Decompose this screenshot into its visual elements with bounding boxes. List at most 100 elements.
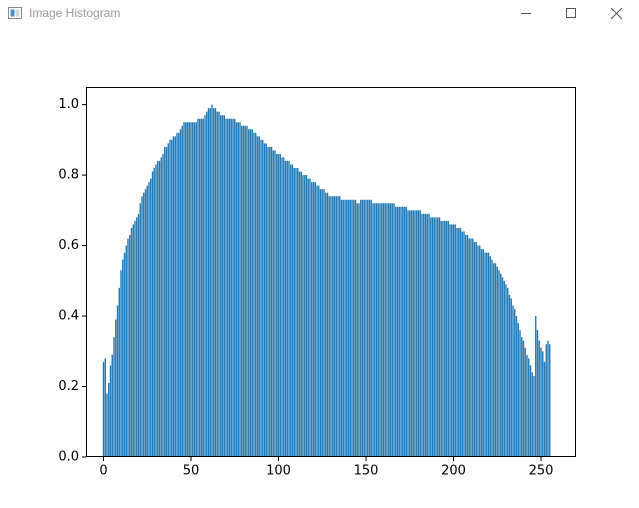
bar [234,118,236,457]
bar [458,227,460,457]
bar [337,196,339,457]
bar [136,217,138,457]
bar [463,231,465,457]
bar [344,199,346,457]
bar [206,111,208,458]
bar [442,220,444,457]
x-tick-label: 250 [529,464,554,479]
bar [447,220,449,457]
bar [125,245,127,457]
bar [122,259,124,457]
bar [398,206,400,457]
bar [479,245,481,457]
bar [109,365,112,457]
minimize-button[interactable] [503,0,548,28]
bar [409,210,411,457]
bar [325,192,327,457]
bar [230,118,232,457]
close-button[interactable] [593,0,639,28]
maximize-button[interactable] [548,0,593,28]
bar [500,273,502,457]
bar [486,252,488,457]
bar [116,305,119,457]
x-tick-label: 150 [354,464,379,479]
bar [510,298,512,457]
bar [384,203,386,457]
bar [258,136,260,458]
bar [354,199,357,457]
axes-frame [86,87,576,457]
bar [538,340,540,457]
bar [248,129,250,458]
bar [419,210,421,457]
bar [174,136,176,458]
bar [106,393,108,457]
bar [108,383,110,457]
bar [242,125,245,457]
bar [335,196,337,457]
bar [291,164,294,457]
bar [241,125,243,457]
bar [549,344,551,457]
bar [129,235,131,457]
bar [498,270,500,457]
bar [260,139,262,457]
bar [528,358,530,457]
bar [435,217,437,457]
bar [472,238,474,457]
bar [253,132,255,458]
bar [104,358,106,457]
bar [423,213,425,457]
bar [162,153,164,457]
bar [141,196,143,457]
bar [165,146,168,457]
bar [451,224,453,457]
bar [209,108,211,458]
bar [459,227,462,457]
bar [323,189,325,457]
app-icon [8,7,22,19]
bar [529,365,532,457]
bar [249,129,252,458]
bar [368,199,371,457]
bar [207,108,210,458]
bar [223,115,225,457]
bar [440,220,442,457]
bar [169,139,171,457]
bar [300,171,302,458]
bar [276,153,278,457]
bar [475,242,477,457]
bar [295,168,297,458]
bar [263,143,266,457]
bar [279,153,281,457]
bar [298,171,301,458]
bar [403,206,406,457]
bar [312,182,315,457]
window-title: Image Histogram [29,6,120,20]
bar [466,235,469,457]
bar [431,217,434,457]
bar [494,263,497,457]
bar [277,153,280,457]
bar [456,227,458,457]
bar [465,235,467,457]
bar [396,206,399,457]
bar [533,375,535,457]
bar [416,210,418,457]
bar [164,146,166,457]
bar [330,196,332,457]
bar [297,168,299,458]
bar [365,199,367,457]
bar [167,143,169,457]
bar [377,203,379,457]
bar [190,122,192,457]
bar [265,143,267,457]
bar [200,118,203,457]
bar [540,347,542,457]
bar [400,206,402,457]
y-tick-label: 0.0 [58,450,79,465]
bar [211,104,213,457]
bar [183,122,185,457]
bar [134,220,136,457]
x-tick-label: 100 [266,464,291,479]
